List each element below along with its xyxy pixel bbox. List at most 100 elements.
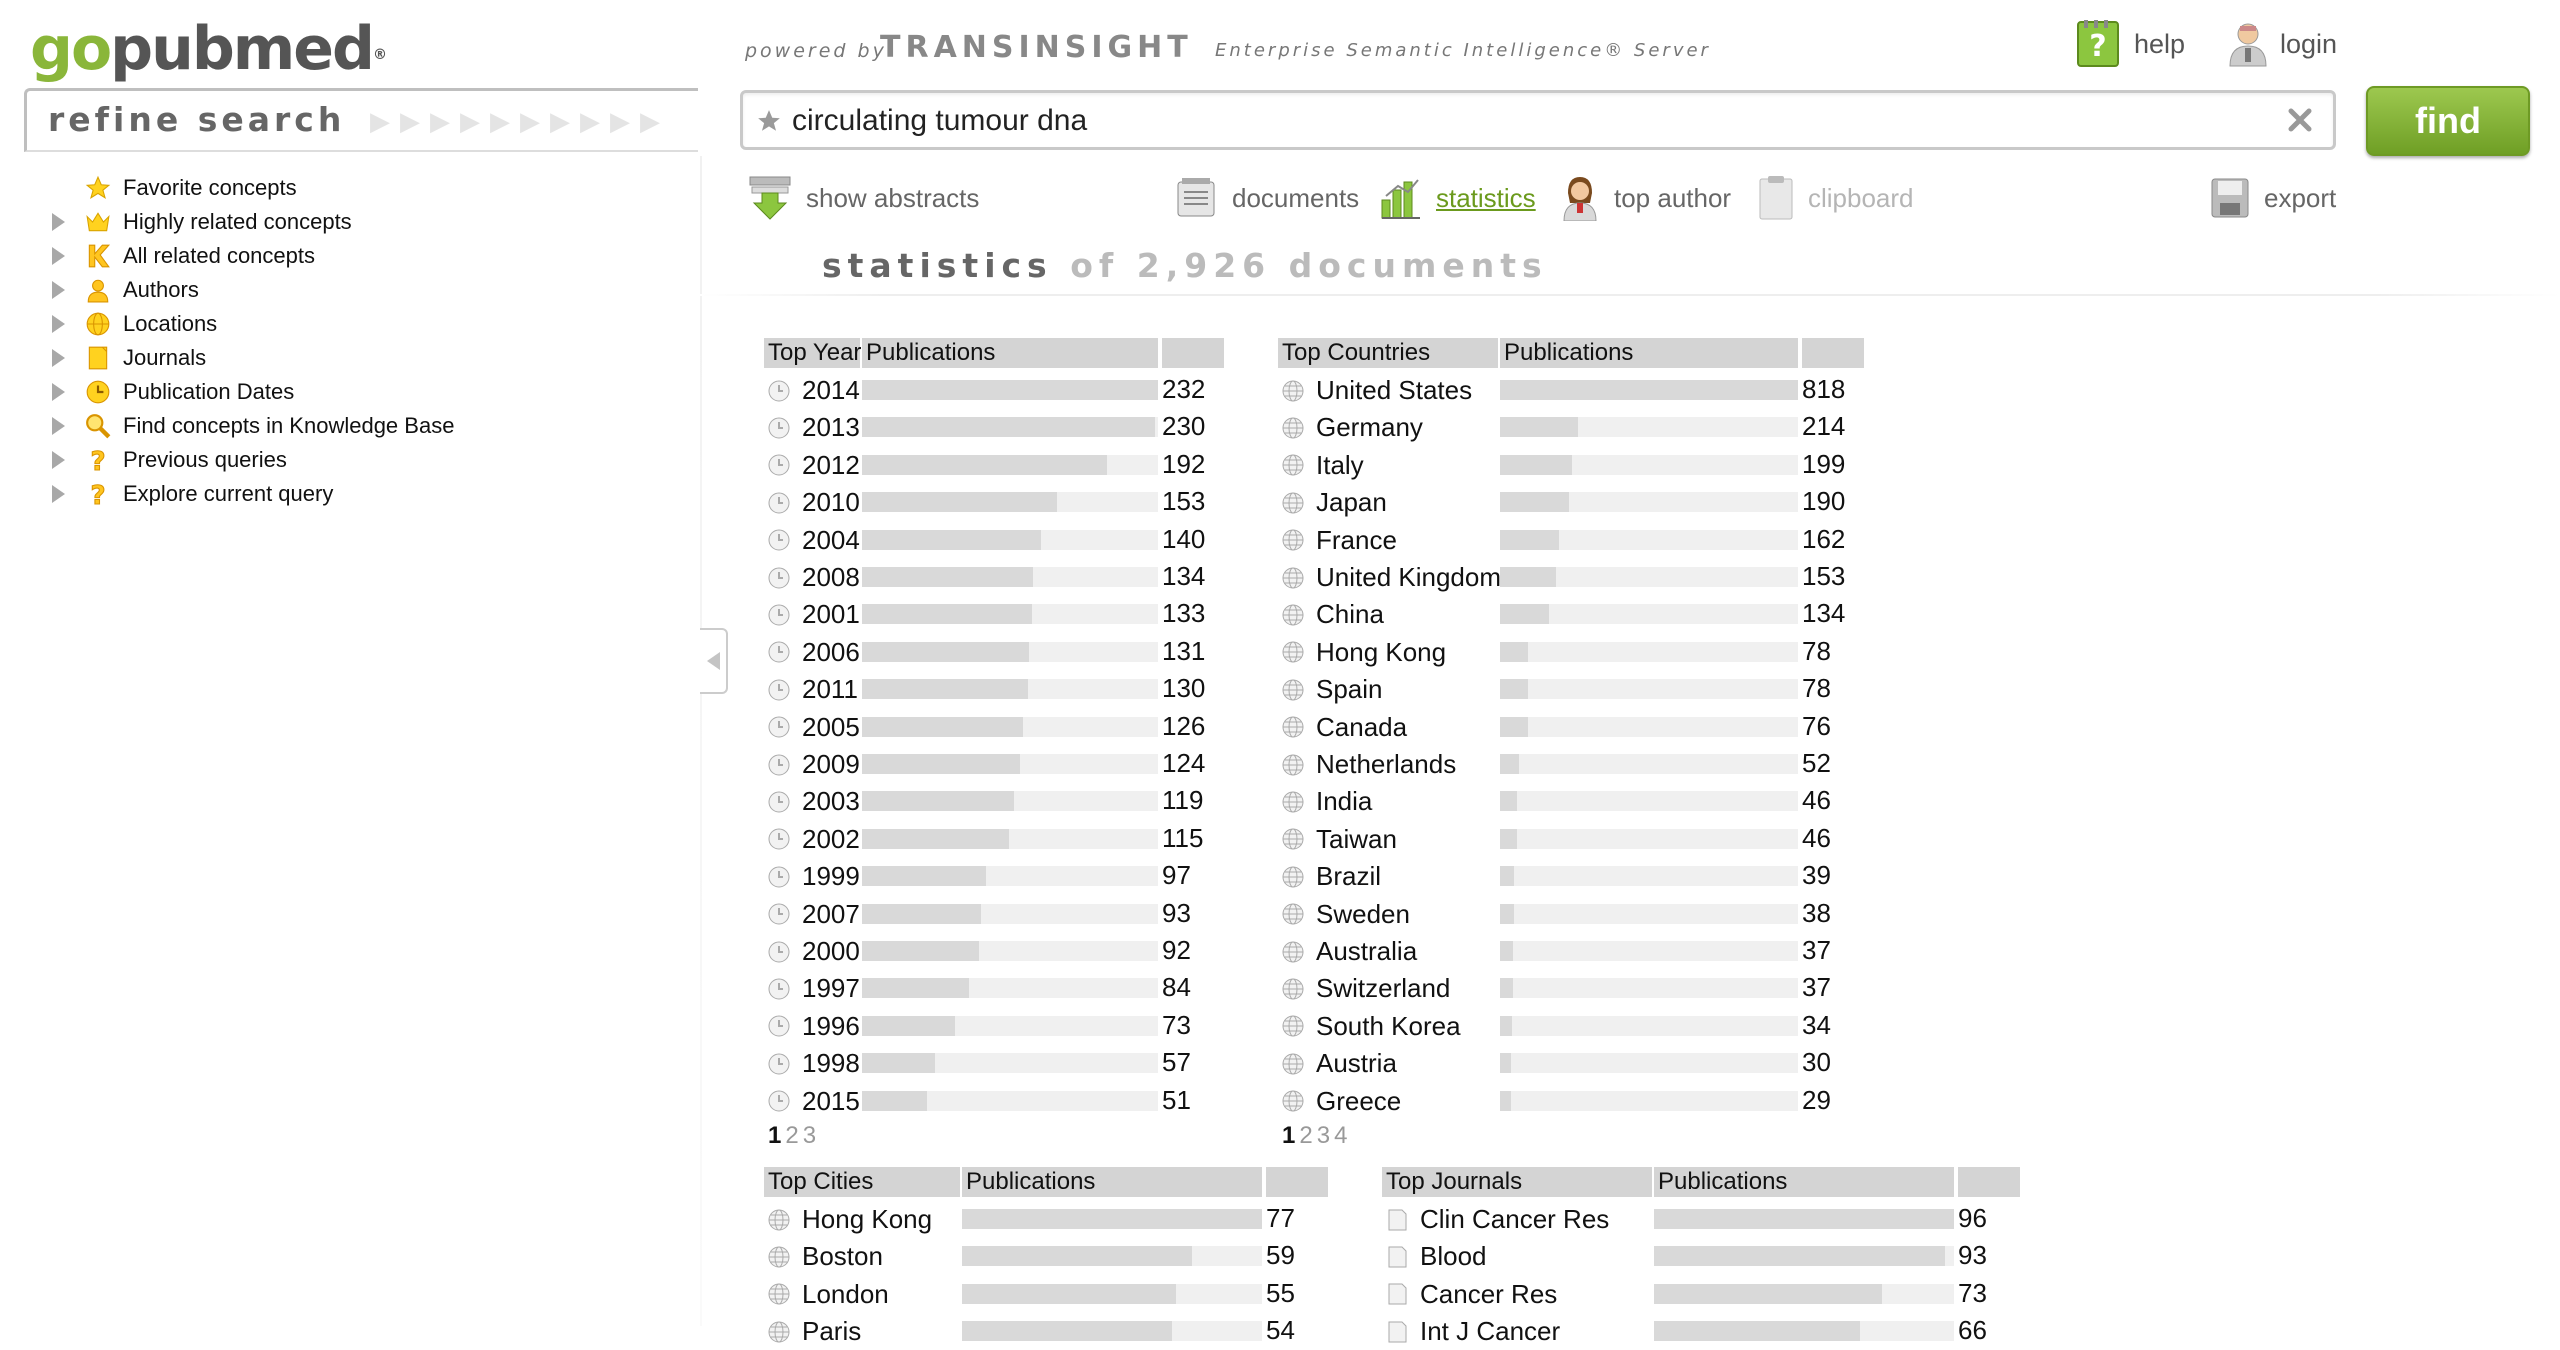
page-link[interactable]: 1 — [768, 1122, 786, 1149]
countries-row-label[interactable]: Germany — [1316, 412, 1423, 443]
cities-row[interactable]: London — [766, 1276, 889, 1313]
refine-item[interactable]: Publication Dates — [52, 376, 294, 408]
years-row-label[interactable]: 2008 — [802, 562, 860, 592]
years-row[interactable]: 2015 — [766, 1083, 860, 1120]
years-row-label[interactable]: 2002 — [802, 823, 860, 854]
years-row[interactable]: 2009 — [766, 746, 860, 783]
cities-row[interactable]: Hong Kong — [766, 1201, 932, 1238]
years-row-label[interactable]: 2010 — [802, 487, 860, 518]
expand-triangle-icon[interactable] — [52, 485, 65, 503]
countries-row[interactable]: Sweden — [1280, 896, 1410, 933]
refine-item[interactable]: Journals — [52, 342, 206, 374]
years-row[interactable]: 2007 — [766, 896, 860, 933]
countries-row-label[interactable]: Netherlands — [1316, 749, 1457, 779]
years-col-count-header[interactable] — [1162, 338, 1224, 368]
countries-row[interactable]: Japan — [1280, 484, 1387, 521]
countries-row-label[interactable]: Spain — [1316, 674, 1383, 705]
years-row[interactable]: 2000 — [766, 933, 860, 970]
countries-row-label[interactable]: Switzerland — [1316, 973, 1451, 1004]
search-input[interactable] — [790, 94, 2274, 148]
years-row[interactable]: 1998 — [766, 1045, 860, 1082]
countries-row-label[interactable]: Hong Kong — [1316, 636, 1447, 667]
years-row[interactable]: 2010 — [766, 484, 860, 521]
expand-triangle-icon[interactable] — [52, 247, 65, 265]
gopubmed-logo[interactable]: gopubmed® — [30, 14, 387, 84]
star-icon[interactable] — [756, 108, 782, 134]
cities-col-label-header[interactable]: Top Cities — [764, 1167, 960, 1197]
page-link[interactable]: 3 — [1316, 1122, 1335, 1149]
journals-row[interactable]: Clin Cancer Res — [1384, 1201, 1609, 1238]
journals-row[interactable]: Int J Cancer — [1384, 1313, 1560, 1350]
countries-row-label[interactable]: Brazil — [1316, 861, 1382, 892]
countries-row-label[interactable]: Canada — [1316, 711, 1408, 742]
statistics-button[interactable]: statistics — [1380, 172, 1536, 224]
cities-row-label[interactable]: Boston — [802, 1241, 883, 1272]
expand-triangle-icon[interactable] — [52, 315, 65, 333]
countries-row[interactable]: Greece — [1280, 1083, 1401, 1120]
years-row[interactable]: 2002 — [766, 821, 860, 858]
countries-row[interactable]: Italy — [1280, 447, 1364, 484]
years-row[interactable]: 2004 — [766, 522, 860, 559]
journals-row-label[interactable]: Blood — [1420, 1241, 1487, 1272]
show-abstracts-button[interactable]: show abstracts — [748, 172, 979, 224]
journals-row[interactable]: Cancer Res — [1384, 1276, 1557, 1313]
page-link[interactable]: 3 — [802, 1122, 821, 1149]
expand-triangle-icon[interactable] — [52, 349, 65, 367]
countries-row[interactable]: Spain — [1280, 671, 1383, 708]
refine-item[interactable]: Find concepts in Knowledge Base — [52, 410, 454, 442]
find-button[interactable]: find — [2366, 86, 2530, 156]
countries-row[interactable]: Taiwan — [1280, 821, 1397, 858]
countries-row[interactable]: Switzerland — [1280, 970, 1450, 1007]
countries-row-label[interactable]: South Korea — [1316, 1010, 1461, 1041]
countries-row-label[interactable]: China — [1316, 599, 1384, 630]
cities-row-label[interactable]: Hong Kong — [802, 1204, 933, 1234]
cities-row-label[interactable]: London — [802, 1278, 889, 1309]
years-row[interactable]: 1996 — [766, 1008, 860, 1045]
journals-row-label[interactable]: Clin Cancer Res — [1420, 1204, 1610, 1234]
years-row[interactable]: 2005 — [766, 709, 860, 746]
countries-row-label[interactable]: Italy — [1316, 449, 1364, 480]
years-row[interactable]: 2008 — [766, 559, 860, 596]
countries-row-label[interactable]: United Kingdom — [1316, 562, 1501, 592]
countries-row[interactable]: Hong Kong — [1280, 634, 1446, 671]
countries-row[interactable]: United States — [1280, 372, 1472, 409]
refine-item[interactable]: Locations — [52, 308, 217, 340]
collapse-sidebar-button[interactable] — [700, 628, 728, 694]
help-link[interactable]: ? help — [2076, 20, 2185, 68]
years-row[interactable]: 1999 — [766, 858, 860, 895]
clipboard-button[interactable]: clipboard — [1758, 172, 1914, 224]
countries-row-label[interactable]: United States — [1316, 375, 1473, 405]
documents-button[interactable]: documents — [1174, 172, 1359, 224]
expand-triangle-icon[interactable] — [52, 451, 65, 469]
refine-item[interactable]: Favorite concepts — [52, 172, 297, 204]
countries-row[interactable]: Brazil — [1280, 858, 1381, 895]
countries-row[interactable]: Netherlands — [1280, 746, 1456, 783]
countries-row[interactable]: India — [1280, 783, 1372, 820]
years-row[interactable]: 2011 — [766, 671, 858, 708]
years-row[interactable]: 2001 — [766, 596, 860, 633]
years-row-label[interactable]: 2003 — [802, 786, 860, 817]
years-row-label[interactable]: 1998 — [802, 1048, 860, 1079]
years-row-label[interactable]: 2014 — [802, 375, 860, 405]
countries-col-label-header[interactable]: Top Countries — [1278, 338, 1498, 368]
export-button[interactable]: export — [2210, 172, 2336, 224]
years-col-label-header[interactable]: Top Years — [764, 338, 873, 368]
top-author-button[interactable]: top author — [1560, 172, 1731, 224]
years-row-label[interactable]: 2012 — [802, 449, 860, 480]
years-row-label[interactable]: 2006 — [802, 636, 860, 667]
years-row-label[interactable]: 2009 — [802, 749, 860, 779]
expand-triangle-icon[interactable] — [52, 383, 65, 401]
journals-row-label[interactable]: Int J Cancer — [1420, 1316, 1561, 1347]
cities-col-publications-header[interactable]: Publications — [962, 1167, 1262, 1197]
login-link[interactable]: login — [2226, 20, 2337, 68]
expand-triangle-icon[interactable] — [52, 417, 65, 435]
years-row-label[interactable]: 2005 — [802, 711, 860, 742]
page-link[interactable]: 2 — [1299, 1122, 1317, 1149]
years-row-label[interactable]: 2001 — [802, 599, 860, 630]
years-row[interactable]: 2012 — [766, 447, 860, 484]
countries-col-publications-header[interactable]: Publications — [1500, 338, 1798, 368]
years-row-label[interactable]: 2000 — [802, 936, 860, 966]
countries-row[interactable]: United Kingdom — [1280, 559, 1501, 596]
expand-triangle-icon[interactable] — [52, 213, 65, 231]
years-row-label[interactable]: 1996 — [802, 1010, 860, 1041]
